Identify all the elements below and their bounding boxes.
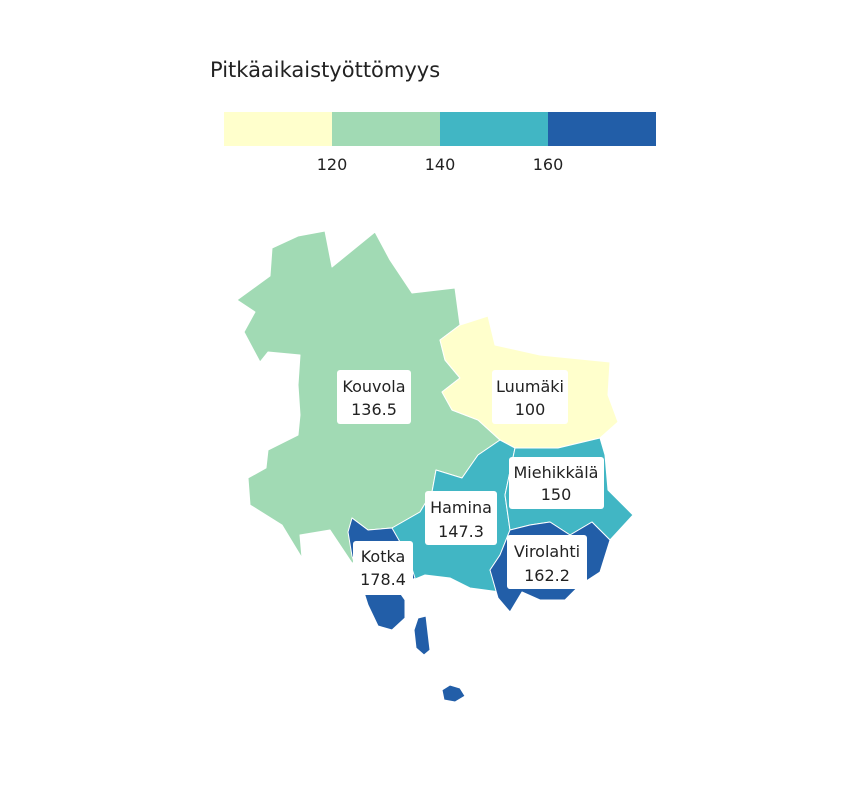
- label-box: [507, 535, 587, 589]
- label-box: [337, 370, 411, 424]
- region-value-kotka: 178.4: [360, 570, 406, 589]
- label-box: [353, 541, 413, 595]
- region-kotka-island[interactable]: [441, 684, 466, 703]
- legend-bin-3: [440, 112, 548, 146]
- label-kotka: Kotka 178.4: [353, 541, 413, 595]
- label-miehikkala: Miehikkälä 150: [509, 457, 604, 509]
- region-value-miehikkala: 150: [541, 485, 572, 504]
- region-name-luumaki: Luumäki: [496, 377, 564, 396]
- region-name-hamina: Hamina: [430, 498, 492, 517]
- label-box: [492, 370, 568, 424]
- region-name-kotka: Kotka: [361, 547, 406, 566]
- legend-tick-120: 120: [317, 155, 348, 174]
- label-virolahti: Virolahti 162.2: [507, 535, 587, 589]
- legend-title: Pitkäaikaistyöttömyys: [210, 58, 440, 82]
- region-name-virolahti: Virolahti: [514, 542, 580, 561]
- region-value-virolahti: 162.2: [524, 566, 570, 585]
- region-name-kouvola: Kouvola: [342, 377, 405, 396]
- legend-tick-140: 140: [425, 155, 456, 174]
- label-kouvola: Kouvola 136.5: [337, 370, 411, 424]
- legend-bin-2: [332, 112, 440, 146]
- region-labels: Kouvola 136.5 Luumäki 100 Miehikkälä 150…: [337, 370, 604, 595]
- region-value-kouvola: 136.5: [351, 400, 397, 419]
- region-kotka-island[interactable]: [413, 615, 431, 656]
- legend: Pitkäaikaistyöttömyys 120 140 160: [210, 58, 656, 174]
- region-name-miehikkala: Miehikkälä: [514, 463, 599, 482]
- label-hamina: Hamina 147.3: [425, 491, 497, 545]
- legend-tick-160: 160: [533, 155, 564, 174]
- label-box: [425, 491, 497, 545]
- label-box: [509, 457, 604, 509]
- legend-bin-4: [548, 112, 656, 146]
- label-luumaki: Luumäki 100: [492, 370, 568, 424]
- legend-bin-1: [224, 112, 332, 146]
- region-value-luumaki: 100: [515, 400, 546, 419]
- region-value-hamina: 147.3: [438, 522, 484, 541]
